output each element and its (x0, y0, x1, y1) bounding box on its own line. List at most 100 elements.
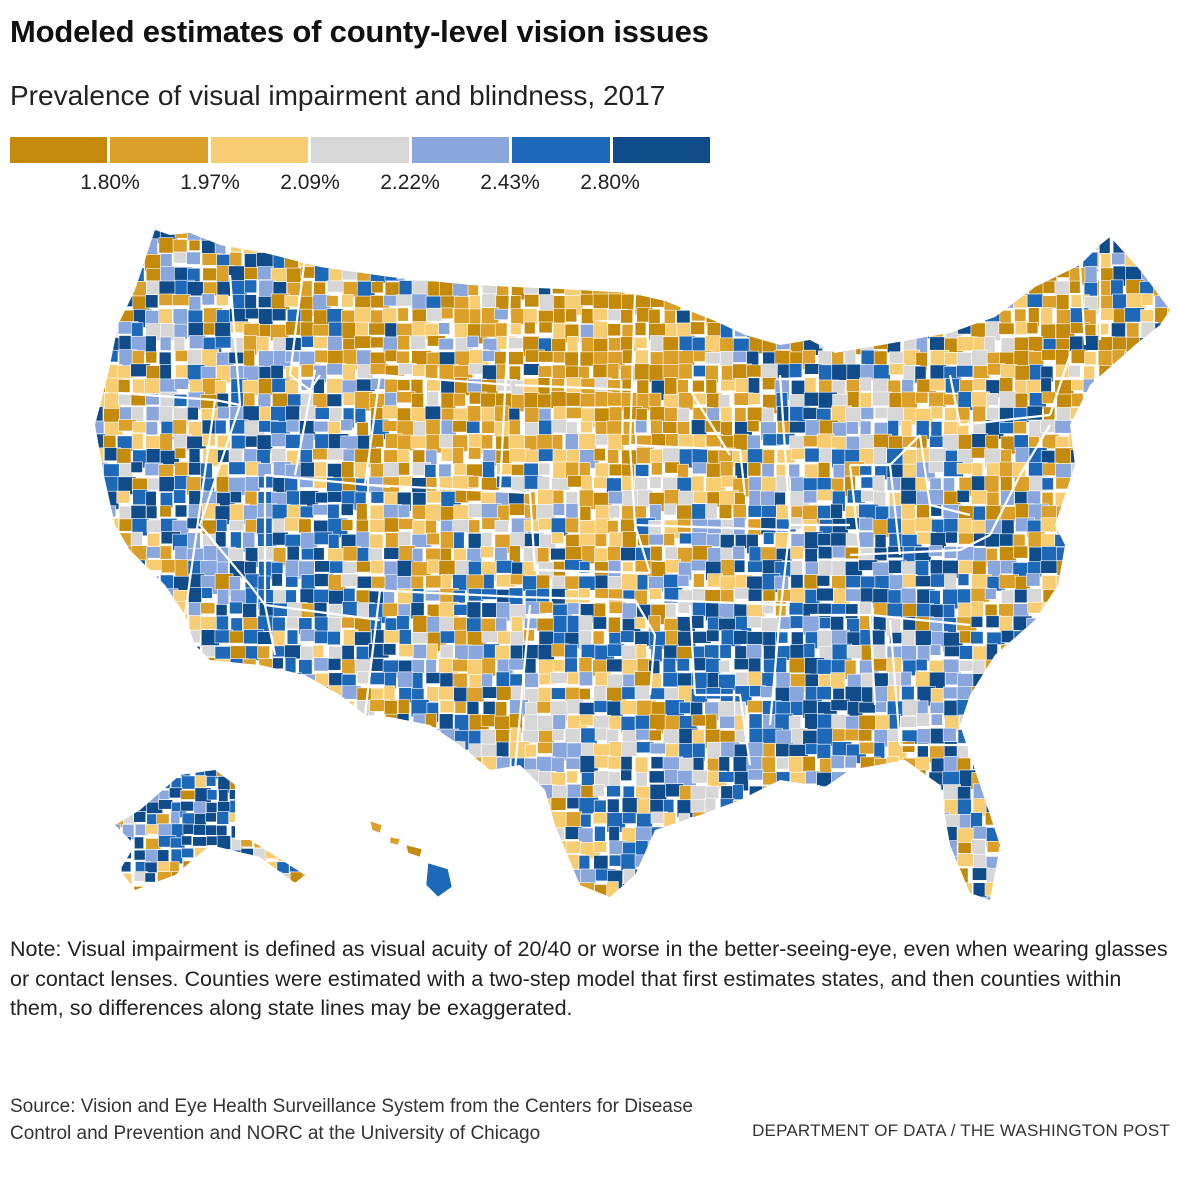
county (761, 911, 772, 915)
county (95, 659, 110, 673)
county (130, 230, 149, 244)
county (411, 230, 432, 236)
county (95, 673, 108, 688)
county (691, 769, 710, 784)
county (861, 853, 877, 868)
county (1055, 671, 1070, 691)
county (917, 911, 934, 915)
county (1125, 727, 1143, 743)
county (228, 730, 246, 747)
county (1113, 700, 1134, 716)
county (928, 827, 943, 842)
county (749, 785, 765, 804)
county (116, 576, 138, 594)
county (230, 756, 246, 770)
county (592, 363, 608, 378)
county (397, 448, 410, 463)
county (215, 476, 231, 493)
county (718, 660, 731, 673)
county (453, 308, 471, 326)
county (1043, 840, 1056, 852)
county (691, 336, 707, 353)
county (356, 896, 371, 900)
county (902, 230, 922, 238)
county (551, 477, 571, 491)
county (244, 727, 258, 747)
county (1069, 561, 1084, 573)
legend-color-bar (10, 137, 710, 163)
county (284, 252, 299, 270)
county (299, 673, 317, 694)
county (1126, 505, 1142, 520)
county (721, 911, 738, 915)
county (606, 881, 619, 900)
county (648, 308, 661, 324)
county (426, 391, 439, 407)
county (620, 769, 633, 781)
county (1168, 547, 1170, 567)
county (523, 363, 540, 376)
state-line (379, 373, 511, 387)
county (384, 617, 399, 632)
county (803, 911, 823, 915)
county (845, 588, 863, 602)
county (676, 238, 691, 253)
county (580, 239, 597, 257)
county (1041, 477, 1054, 491)
county (146, 505, 158, 519)
county (1098, 237, 1111, 254)
county (594, 253, 615, 272)
county (200, 602, 216, 615)
state-line (768, 374, 792, 726)
county (999, 867, 1019, 884)
county (231, 714, 247, 728)
county (160, 729, 174, 750)
county (1015, 673, 1029, 687)
county (157, 884, 173, 890)
county (858, 729, 873, 742)
county (802, 855, 823, 872)
county (453, 392, 466, 407)
county (1041, 630, 1062, 648)
county (1168, 770, 1170, 789)
county (1013, 854, 1034, 874)
county (775, 855, 794, 876)
county (650, 882, 665, 896)
county (1125, 462, 1143, 476)
state-line (869, 613, 971, 627)
county (467, 533, 483, 549)
county (1026, 617, 1039, 637)
county (550, 827, 565, 841)
county (1167, 280, 1170, 301)
county (355, 841, 368, 854)
county (354, 631, 372, 646)
county (775, 251, 793, 264)
county (1153, 280, 1169, 297)
county (356, 757, 372, 774)
county (1097, 743, 1112, 761)
county (888, 266, 906, 279)
county (258, 296, 274, 308)
county (1055, 839, 1076, 860)
county (369, 434, 384, 448)
county (593, 448, 606, 462)
county (497, 630, 513, 645)
county (664, 897, 678, 900)
county (494, 771, 516, 790)
county (205, 824, 218, 836)
county (1026, 490, 1041, 506)
county (95, 559, 103, 573)
county (1014, 755, 1030, 775)
county (1013, 700, 1026, 717)
county (649, 267, 669, 283)
county (1124, 631, 1140, 651)
county (216, 770, 232, 777)
county (1168, 336, 1170, 349)
county (634, 363, 651, 381)
county (230, 239, 242, 253)
county (356, 503, 368, 522)
county (264, 848, 282, 860)
county (817, 295, 835, 314)
county (565, 365, 580, 380)
county (95, 491, 104, 505)
